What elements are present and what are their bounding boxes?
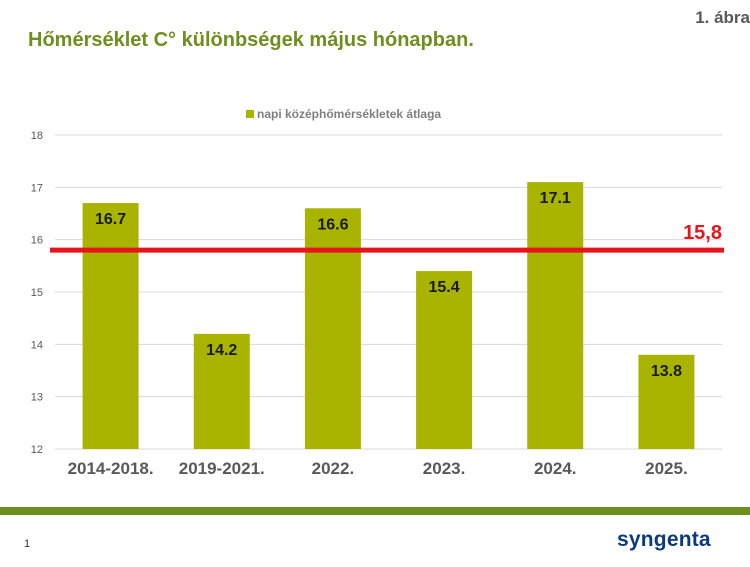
y-tick-label: 13	[31, 392, 43, 404]
bar	[193, 333, 250, 449]
y-tick-label: 14	[31, 339, 43, 351]
x-tick-label: 2022.	[312, 459, 355, 478]
x-tick-label: 2023.	[423, 459, 466, 478]
data-label: 14.2	[206, 342, 237, 359]
x-tick-label: 2019-2021.	[179, 459, 265, 478]
y-tick-label: 15	[31, 287, 43, 299]
syngenta-logo: syngenta	[617, 528, 711, 552]
logo-text: syngenta	[617, 528, 711, 551]
bar	[304, 208, 361, 449]
data-label: 16.6	[317, 216, 348, 233]
x-tick-label: 2025.	[645, 459, 688, 478]
bar-chart: 12 13 14 15 16 17 18 napi középhőmérsékletek át…	[31, 107, 724, 478]
x-tick-label: 2014-2018.	[68, 459, 154, 478]
y-tick-label: 18	[31, 130, 43, 142]
page-title: Hőmérséklet C° különbségek május hónapba…	[28, 29, 474, 51]
data-label: 16.7	[95, 211, 126, 228]
legend-swatch	[246, 110, 254, 118]
y-tick-label: 12	[31, 444, 43, 456]
y-tick-label: 16	[31, 235, 43, 247]
legend-label: napi középhőmérsékletek átlaga	[257, 107, 441, 121]
y-tick-label: 17	[31, 182, 43, 194]
data-label: 17.1	[540, 190, 571, 207]
bar	[416, 271, 473, 449]
figure-label: 1. ábra	[695, 8, 750, 27]
data-label: 13.8	[651, 363, 682, 380]
footer-divider	[0, 507, 750, 515]
x-tick-label: 2024.	[534, 459, 577, 478]
bar	[82, 203, 139, 449]
reference-line-label: 15,8	[683, 222, 722, 244]
page-number: 1	[24, 538, 31, 550]
bar	[527, 182, 584, 449]
data-label: 15.4	[429, 279, 460, 296]
bar	[638, 354, 695, 449]
